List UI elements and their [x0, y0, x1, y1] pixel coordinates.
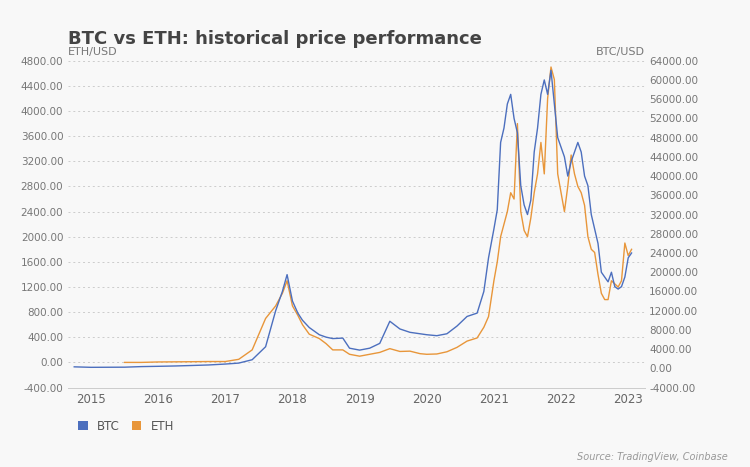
Text: BTC/USD: BTC/USD	[596, 48, 645, 57]
Text: ETH/USD: ETH/USD	[68, 48, 117, 57]
Text: Source: TradingView, Coinbase: Source: TradingView, Coinbase	[577, 453, 728, 462]
Text: BTC vs ETH: historical price performance: BTC vs ETH: historical price performance	[68, 30, 482, 48]
Legend: BTC, ETH: BTC, ETH	[74, 415, 178, 437]
